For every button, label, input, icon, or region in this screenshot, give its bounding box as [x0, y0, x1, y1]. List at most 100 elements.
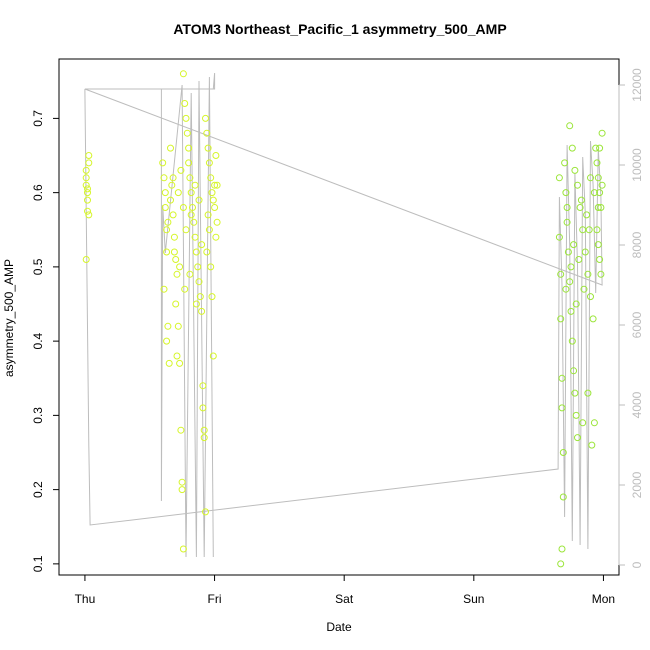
- scatter-point: [598, 129, 606, 137]
- x-tick-label: Mon: [592, 592, 615, 606]
- scatter-point: [207, 263, 215, 271]
- secondary-line-series: [84, 72, 603, 558]
- secondary-line: [84, 72, 603, 558]
- scatter-point: [568, 337, 576, 345]
- scatter-point: [170, 248, 178, 256]
- scatter-point: [558, 374, 566, 382]
- scatter-point: [587, 174, 594, 182]
- x-axis-label: Date: [326, 620, 352, 634]
- scatter-point: [555, 233, 563, 241]
- scatter-point: [192, 300, 200, 308]
- scatter-point: [562, 285, 570, 293]
- scatter-point: [212, 152, 220, 159]
- scatter-point: [574, 434, 581, 442]
- scatter-point: [596, 189, 604, 197]
- scatter-point: [597, 204, 605, 211]
- scatter-point: [187, 189, 195, 197]
- scatter-point: [84, 196, 91, 204]
- scatter-point: [590, 189, 598, 197]
- scatter-point: [195, 278, 203, 286]
- scatter-point: [159, 159, 167, 167]
- scatter-point: [596, 144, 604, 152]
- scatter-point: [84, 207, 91, 215]
- scatter-point: [173, 352, 181, 360]
- scatter-point: [567, 307, 575, 315]
- x-tick-label: Sat: [335, 592, 354, 606]
- scatter-point: [557, 315, 565, 323]
- chart-title: ATOM3 Northeast_Pacific_1 asymmetry_500_…: [173, 21, 506, 37]
- scatter-point: [174, 322, 182, 330]
- x-tick-label: Thu: [75, 592, 96, 606]
- scatter-point: [587, 293, 594, 301]
- y-tick-label: 0.5: [31, 258, 45, 275]
- scatter-point: [558, 545, 566, 553]
- scatter-point: [592, 144, 600, 152]
- scatter-point: [160, 174, 168, 182]
- scatter-point: [82, 256, 90, 263]
- scatter-point: [179, 545, 187, 553]
- scatter-point: [580, 285, 588, 293]
- scatter-point: [581, 248, 589, 256]
- scatter-point: [577, 196, 585, 204]
- scatter-point: [207, 174, 215, 182]
- scatter-point: [557, 560, 565, 568]
- scatter-point: [198, 307, 206, 315]
- scatter-point: [169, 211, 177, 219]
- scatter-point: [562, 189, 570, 197]
- scatter-point: [177, 166, 185, 174]
- scatter-point: [163, 248, 171, 256]
- scatter-point: [205, 159, 213, 167]
- scatter-point: [172, 256, 180, 263]
- scatter-point: [178, 486, 186, 494]
- y2-tick-label: 2000: [630, 471, 644, 498]
- scatter-point: [183, 129, 191, 137]
- scatter-point: [167, 144, 174, 152]
- scatter-point: [585, 226, 593, 234]
- scatter-point: [584, 270, 592, 278]
- scatter-point: [597, 270, 605, 278]
- scatter-point: [85, 152, 93, 159]
- scatter-point: [203, 129, 211, 137]
- x-tick-label: Sun: [463, 592, 484, 606]
- scatter-point: [589, 315, 597, 323]
- scatter-point: [196, 293, 204, 301]
- scatter-point: [160, 285, 168, 293]
- scatter-point: [202, 508, 209, 516]
- scatter-point: [194, 263, 202, 271]
- scatter-point: [559, 493, 567, 501]
- scatter-point: [161, 204, 169, 211]
- scatter-point: [176, 263, 184, 271]
- scatter-point: [163, 226, 171, 234]
- scatter-point: [172, 300, 180, 308]
- scatter-point: [564, 248, 572, 256]
- scatter-point: [568, 144, 576, 152]
- scatter-point: [85, 159, 93, 167]
- scatter-point: [189, 204, 196, 211]
- plot-frame: [58, 58, 620, 576]
- scatter-point: [566, 122, 574, 130]
- scatter-point: [588, 441, 596, 449]
- y2-tick-label: 10000: [630, 148, 644, 182]
- scatter-point: [185, 144, 193, 152]
- scatter-point: [570, 367, 578, 375]
- scatter-point: [85, 211, 93, 219]
- scatter-point: [594, 241, 602, 249]
- scatter-point: [594, 204, 602, 211]
- scatter-point: [168, 181, 176, 189]
- scatter-point: [575, 256, 583, 263]
- scatter-point: [566, 278, 574, 286]
- scatter-point: [182, 114, 190, 122]
- scatter-point: [199, 382, 207, 390]
- scatter-point: [164, 322, 172, 330]
- scatter-point: [572, 411, 580, 419]
- scatter-point: [209, 352, 217, 360]
- scatter-point: [570, 241, 578, 249]
- y2-tick-label: 4000: [630, 391, 644, 418]
- scatter-point: [161, 189, 169, 197]
- scatter-point: [191, 233, 199, 241]
- scatter-point: [205, 226, 213, 234]
- scatter-point: [571, 389, 579, 397]
- y-tick-label: 0.7: [31, 110, 45, 127]
- scatter-point: [203, 248, 211, 256]
